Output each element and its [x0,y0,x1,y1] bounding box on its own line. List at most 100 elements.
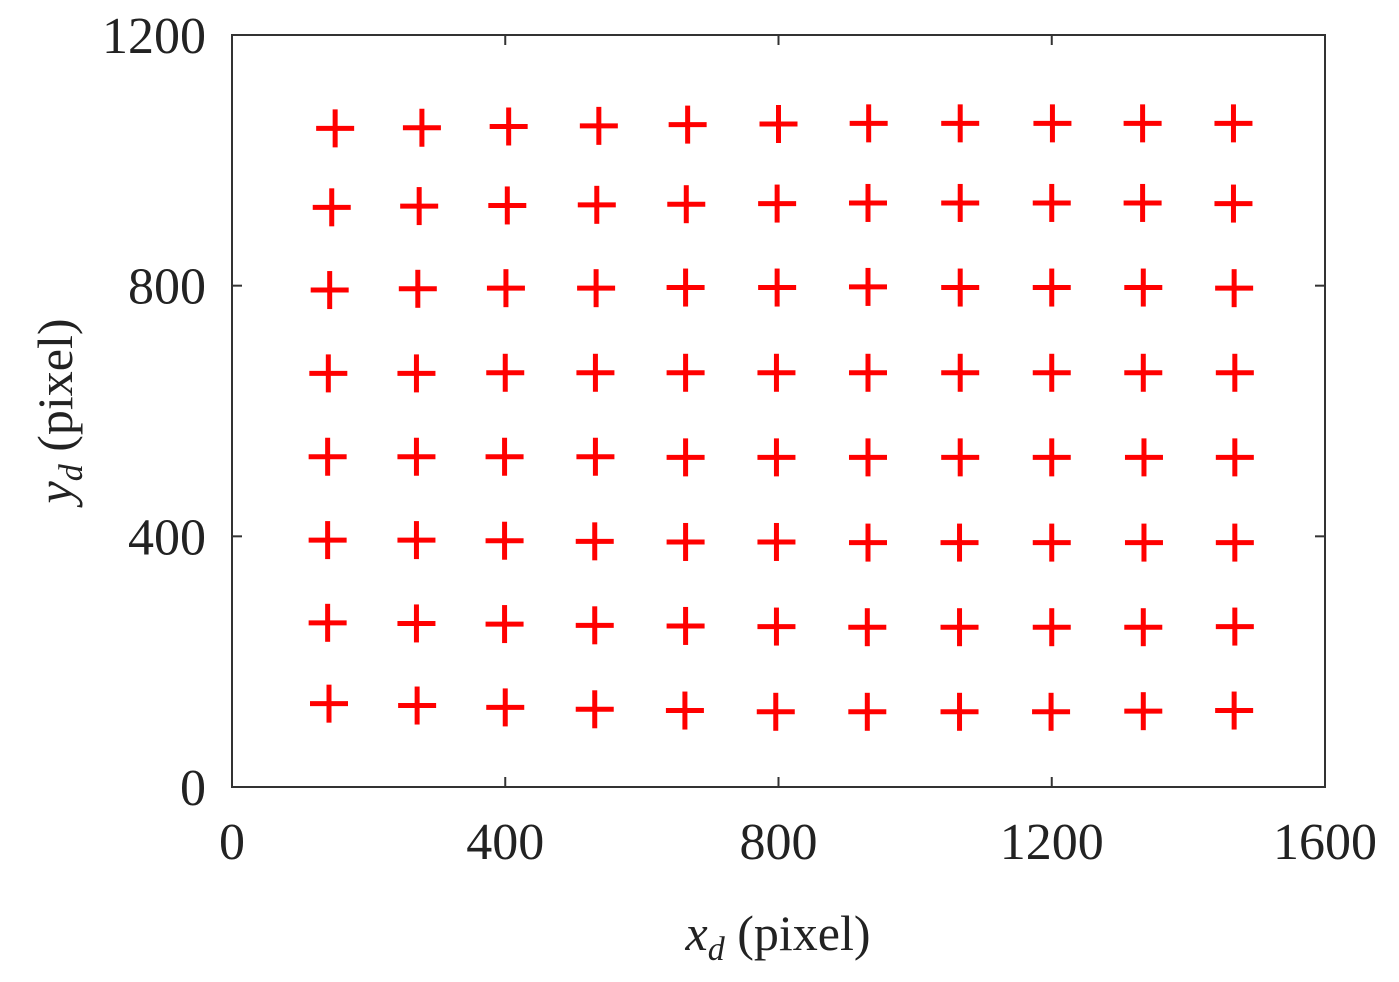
data-point-r0-c6 [849,104,888,143]
data-point-r3-c5 [757,353,796,392]
data-point-r0-c5 [759,104,798,143]
data-point-r5-c4 [666,522,705,561]
data-point-r6-c4 [666,606,705,645]
data-point-r0-c8 [1033,104,1072,143]
x-axis-label-var: x [685,905,708,961]
data-point-r6-c8 [1032,608,1071,647]
data-point-r7-c6 [848,692,887,731]
data-point-r2-c1 [398,269,437,308]
data-point-r1-c10 [1214,184,1253,223]
data-point-r5-c8 [1032,523,1071,562]
data-point-r5-c7 [940,523,979,562]
data-point-r7-c7 [940,692,979,731]
data-point-r7-c9 [1124,692,1163,731]
data-point-r3-c8 [1032,353,1071,392]
data-point-r4-c10 [1215,438,1254,477]
y-tick-label-0: 0 [180,760,206,817]
data-point-r4-c9 [1124,438,1163,477]
data-point-r4-c5 [757,438,796,477]
data-point-r7-c0 [310,684,349,723]
data-point-r1-c4 [667,185,706,224]
x-tick-label-1: 400 [466,814,544,871]
data-point-r2-c6 [848,267,887,306]
data-point-r6-c5 [757,607,796,646]
data-point-r5-c10 [1215,523,1254,562]
data-markers [308,104,1254,731]
data-point-r2-c4 [666,268,705,307]
data-point-r3-c4 [666,353,705,392]
data-point-r0-c1 [402,108,441,147]
data-point-r1-c3 [577,185,616,224]
data-point-r7-c2 [486,688,525,727]
y-axis-label-var: y [27,480,83,508]
data-point-r0-c7 [941,104,980,143]
data-point-r4-c3 [576,437,615,476]
data-point-r1-c2 [488,186,527,225]
data-point-r1-c7 [941,183,980,222]
data-point-r7-c8 [1032,692,1071,731]
data-point-r5-c9 [1124,523,1163,562]
y-tick-label-1: 400 [128,509,206,566]
x-tick-label-4: 1600 [1273,814,1377,871]
data-point-r4-c0 [308,437,347,476]
data-point-r7-c5 [756,692,795,731]
data-point-r1-c9 [1123,183,1162,222]
y-tick-label-3: 1200 [102,8,206,65]
data-point-r0-c4 [668,105,707,144]
data-point-r7-c1 [398,686,437,725]
data-point-r7-c3 [575,690,614,729]
x-axis-label-unit: (pixel) [725,905,871,961]
data-point-r2-c10 [1215,269,1254,308]
data-point-r4-c8 [1032,438,1071,477]
data-point-r6-c10 [1215,607,1254,646]
data-point-r1-c0 [312,188,351,227]
data-point-r2-c7 [941,268,980,307]
data-point-r0-c10 [1214,104,1253,143]
data-point-r0-c3 [579,106,618,145]
data-point-r1-c1 [400,187,439,226]
data-point-r6-c2 [485,605,524,644]
data-point-r1-c8 [1032,183,1071,222]
x-axis-label-sub: d [708,931,726,968]
plot-area [231,34,1326,788]
data-point-r4-c4 [666,438,705,477]
data-point-r5-c5 [757,522,796,561]
data-point-r5-c3 [575,522,614,561]
data-point-r1-c6 [848,183,887,222]
x-tick-label-3: 1200 [1000,814,1104,871]
data-point-r3-c6 [848,353,887,392]
data-point-r2-c8 [1032,268,1071,307]
data-point-r1-c5 [758,184,797,223]
data-point-r3-c9 [1124,353,1163,392]
data-point-r5-c0 [308,521,347,560]
data-point-r3-c10 [1215,353,1254,392]
y-tick-label-2: 800 [128,259,206,316]
data-point-r7-c10 [1215,691,1254,730]
axis-ticks [231,34,1326,788]
data-point-r6-c7 [940,608,979,647]
data-point-r3-c0 [309,354,348,393]
data-point-r0-c2 [489,107,528,146]
data-point-r2-c0 [310,271,349,310]
data-point-r4-c2 [485,437,524,476]
data-point-r3-c2 [486,353,525,392]
data-point-r2-c2 [486,269,525,308]
data-point-r3-c1 [397,354,436,393]
x-axis-label: xd (pixel) [685,905,871,968]
data-point-r5-c2 [485,521,524,560]
data-point-r6-c1 [397,604,436,643]
data-point-r4-c7 [941,438,980,477]
y-axis-label: yd (pixel) [27,319,90,509]
tick-labels: 0 400 800 1200 1600 0 400 800 1200 [102,8,1377,871]
data-point-r3-c3 [576,353,615,392]
data-point-r6-c9 [1124,608,1163,647]
data-point-r2-c9 [1124,268,1163,307]
data-point-r6-c3 [575,606,614,645]
data-point-r6-c0 [308,603,347,642]
data-point-r3-c7 [941,353,980,392]
data-point-r0-c9 [1123,104,1162,143]
x-tick-label-0: 0 [219,814,245,871]
data-point-r0-c0 [316,109,355,148]
y-axis-label-unit: (pixel) [27,319,83,465]
